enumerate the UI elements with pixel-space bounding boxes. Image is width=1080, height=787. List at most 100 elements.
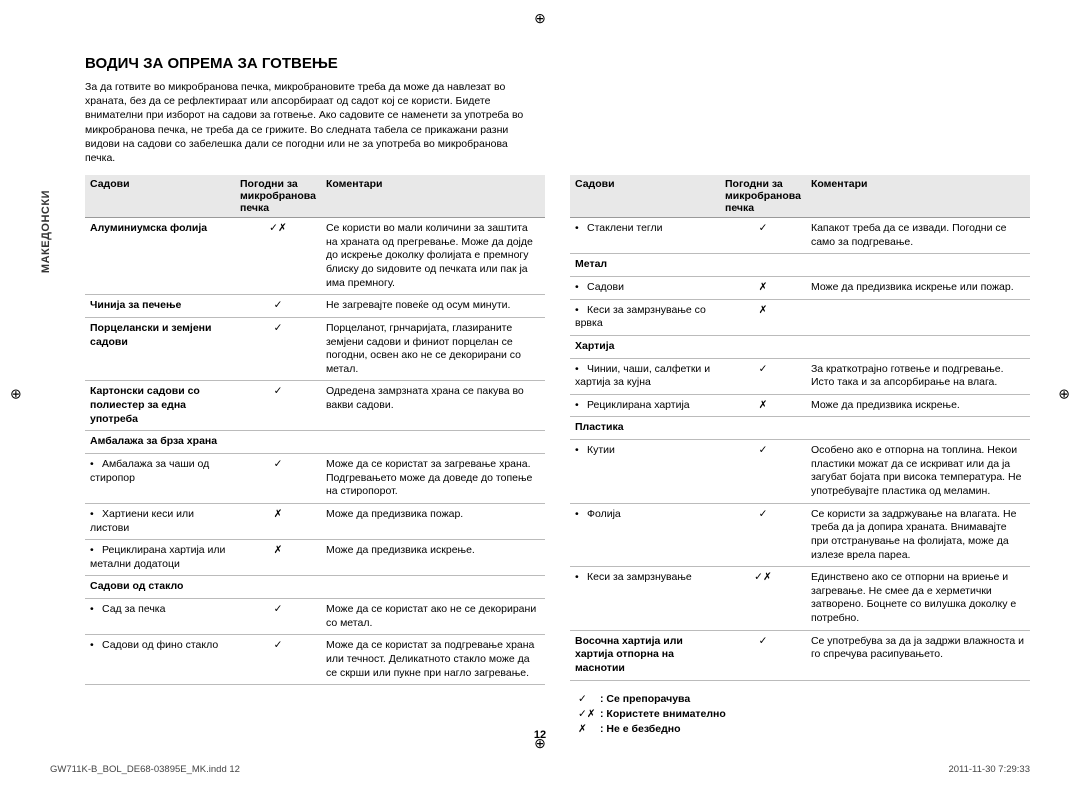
- cell-comment: Може да се користат ако не се декорирани…: [321, 599, 545, 635]
- table-row: •Чинии, чаши, салфетки и хартија за кујн…: [570, 358, 1030, 394]
- table-row: Амбалажа за брза храна: [85, 431, 545, 454]
- table-row: Пластика: [570, 417, 1030, 440]
- page-title: ВОДИЧ ЗА ОПРЕМА ЗА ГОТВЕЊЕ: [85, 55, 1030, 72]
- table-row: •Садови✗Може да предизвика искрење или п…: [570, 276, 1030, 299]
- cell-cookware: Алуминиумска фолија: [85, 218, 235, 295]
- cell-cookware: •Сад за печка: [85, 599, 235, 635]
- col-header-comments: Коментари: [321, 175, 545, 218]
- crop-mark-icon: ⊕: [1058, 385, 1070, 402]
- cell-comment: Порцеланот, грнчаријата, глазираните зем…: [321, 317, 545, 381]
- page-content: МАКЕДОНСКИ ВОДИЧ ЗА ОПРЕМА ЗА ГОТВЕЊЕ За…: [50, 55, 1030, 747]
- footer-timestamp: 2011-11-30 7:29:33: [948, 764, 1030, 775]
- cell-comment: Може да предизвика искрење.: [806, 394, 1030, 417]
- left-column: Садови Погодни за микробранова печка Ком…: [85, 175, 545, 738]
- cell-comment: Може да се користат за подгревање храна …: [321, 635, 545, 685]
- intro-paragraph: За да готвите во микробранова печка, мик…: [85, 80, 535, 165]
- cell-safe-symbol: ✓: [235, 599, 321, 635]
- cell-comment: Се користи за задржување на влагата. Не …: [806, 503, 1030, 567]
- cell-cookware: Картонски садови со полиестер за една уп…: [85, 381, 235, 431]
- cell-comment: Одредена замрзната храна се пакува во ва…: [321, 381, 545, 431]
- legend-item: ✓✗: Користете внимателно: [570, 708, 1030, 720]
- legend: ✓: Се препорачува ✓✗: Користете внимателн…: [570, 693, 1030, 735]
- cell-safe-symbol: ✗: [720, 394, 806, 417]
- section-header: Амбалажа за брза храна: [85, 431, 545, 454]
- col-header-cookware: Садови: [570, 175, 720, 218]
- table-row: •Рециклирана хартија✗Може да предизвика …: [570, 394, 1030, 417]
- col-header-safe: Погодни за микробранова печка: [235, 175, 321, 218]
- cell-safe-symbol: ✗: [720, 299, 806, 335]
- cell-cookware: Чинија за печење: [85, 295, 235, 318]
- cell-safe-symbol: ✗: [720, 276, 806, 299]
- table-row: •Фолија✓Се користи за задржување на влаг…: [570, 503, 1030, 567]
- cell-comment: За краткотрајно готвење и подгревање. Ис…: [806, 358, 1030, 394]
- table-row: •Амбалажа за чаши од стиропор✓Може да се…: [85, 454, 545, 504]
- table-row: •Кутии✓Особено ако е отпорна на топлина.…: [570, 440, 1030, 504]
- col-header-cookware: Садови: [85, 175, 235, 218]
- cell-safe-symbol: ✓: [720, 503, 806, 567]
- section-header: Хартија: [570, 335, 1030, 358]
- section-header: Метал: [570, 254, 1030, 277]
- cell-cookware: Восочна хартија или хартија отпорна на м…: [570, 630, 720, 680]
- cell-safe-symbol: ✓✗: [235, 218, 321, 295]
- cell-safe-symbol: ✓: [235, 454, 321, 504]
- section-header: Садови од стакло: [85, 576, 545, 599]
- cell-comment: Може да предизвика искрење.: [321, 540, 545, 576]
- cookware-table-left: Садови Погодни за микробранова печка Ком…: [85, 175, 545, 685]
- cell-comment: Се употребува за да ја задржи влажноста …: [806, 630, 1030, 680]
- section-header: Пластика: [570, 417, 1030, 440]
- table-row: •Стаклени тегли✓Капакот треба да се изва…: [570, 218, 1030, 254]
- table-row: Картонски садови со полиестер за една уп…: [85, 381, 545, 431]
- cell-cookware: •Стаклени тегли: [570, 218, 720, 254]
- table-row: Порцелански и земјени садови✓Порцеланот,…: [85, 317, 545, 381]
- table-row: Чинија за печење✓Не загревајте повеќе од…: [85, 295, 545, 318]
- cell-cookware: •Кутии: [570, 440, 720, 504]
- legend-item: ✓: Се препорачува: [570, 693, 1030, 705]
- cell-cookware: •Амбалажа за чаши од стиропор: [85, 454, 235, 504]
- crop-mark-icon: ⊕: [10, 385, 22, 402]
- cell-safe-symbol: ✓: [720, 358, 806, 394]
- cell-safe-symbol: ✓: [235, 635, 321, 685]
- cell-cookware: •Хартиени кеси или листови: [85, 503, 235, 539]
- cell-cookware: Порцелански и земјени садови: [85, 317, 235, 381]
- cell-cookware: •Садови: [570, 276, 720, 299]
- cell-comment: [806, 299, 1030, 335]
- cell-comment: Може да предизвика пожар.: [321, 503, 545, 539]
- table-row: •Кеси за замрзнување со врвка✗: [570, 299, 1030, 335]
- col-header-safe: Погодни за микробранова печка: [720, 175, 806, 218]
- cell-safe-symbol: ✗: [235, 540, 321, 576]
- table-row: •Сад за печка✓Може да се користат ако не…: [85, 599, 545, 635]
- cell-safe-symbol: ✓: [235, 295, 321, 318]
- footer-filename: GW711K-B_BOL_DE68-03895E_MK.indd 12: [50, 764, 240, 775]
- cell-safe-symbol: ✓: [720, 440, 806, 504]
- cell-safe-symbol: ✓✗: [720, 567, 806, 631]
- cell-cookware: •Кеси за замрзнување со врвка: [570, 299, 720, 335]
- table-row: Садови од стакло: [85, 576, 545, 599]
- table-row: Хартија: [570, 335, 1030, 358]
- cell-safe-symbol: ✗: [235, 503, 321, 539]
- cell-comment: Може да предизвика искрење или пожар.: [806, 276, 1030, 299]
- cell-safe-symbol: ✓: [720, 630, 806, 680]
- cell-comment: Не загревајте повеќе од осум минути.: [321, 295, 545, 318]
- table-row: Метал: [570, 254, 1030, 277]
- cell-cookware: •Фолија: [570, 503, 720, 567]
- cell-cookware: •Рециклирана хартија или метални додатоц…: [85, 540, 235, 576]
- cell-comment: Единствено ако се отпорни на вриење и за…: [806, 567, 1030, 631]
- cell-cookware: •Рециклирана хартија: [570, 394, 720, 417]
- cell-comment: Се користи во мали количини за заштита н…: [321, 218, 545, 295]
- table-row: •Хартиени кеси или листови✗Може да преди…: [85, 503, 545, 539]
- cell-comment: Може да се користат за загревање храна. …: [321, 454, 545, 504]
- cell-comment: Капакот треба да се извади. Погодни се с…: [806, 218, 1030, 254]
- right-column: Садови Погодни за микробранова печка Ком…: [570, 175, 1030, 738]
- cell-safe-symbol: ✓: [235, 317, 321, 381]
- crop-mark-icon: ⊕: [534, 735, 546, 752]
- col-header-comments: Коментари: [806, 175, 1030, 218]
- sidebar-language-label: МАКЕДОНСКИ: [40, 190, 52, 273]
- cell-cookware: •Чинии, чаши, салфетки и хартија за кујн…: [570, 358, 720, 394]
- table-row: •Кеси за замрзнување✓✗Единствено ако се …: [570, 567, 1030, 631]
- cell-safe-symbol: ✓: [720, 218, 806, 254]
- crop-mark-icon: ⊕: [534, 10, 546, 27]
- table-row: •Садови од фино стакло✓Може да се корист…: [85, 635, 545, 685]
- cell-cookware: •Кеси за замрзнување: [570, 567, 720, 631]
- table-row: •Рециклирана хартија или метални додатоц…: [85, 540, 545, 576]
- cookware-table-right: Садови Погодни за микробранова печка Ком…: [570, 175, 1030, 681]
